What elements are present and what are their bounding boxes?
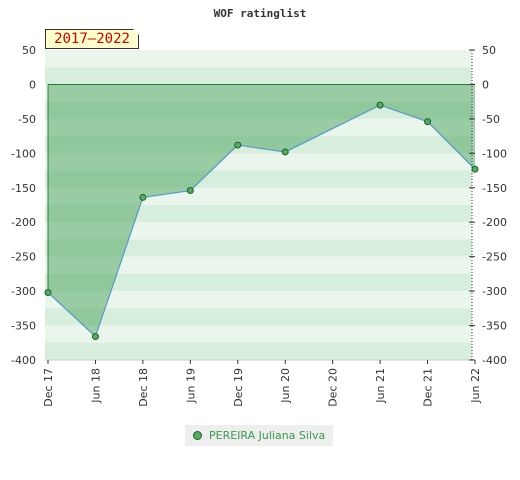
data-point (471, 165, 479, 173)
background-band (45, 50, 472, 68)
background-band (45, 342, 472, 360)
data-points (44, 101, 479, 341)
data-point (186, 187, 194, 195)
y-axis-right: 50 0 -50 -100 -150 -200 -250 -300 -350 -400 (469, 44, 507, 367)
x-tick-label: Dec 19 (232, 368, 245, 407)
period-label: 2017–2022 (54, 31, 130, 47)
y-tick-label: -350 (11, 320, 36, 333)
legend-series-name: PEREIRA Juliana Silva (209, 429, 326, 442)
data-point (139, 193, 147, 201)
y-tick-label: -50 (18, 113, 36, 126)
background-band (45, 291, 472, 309)
background-band (45, 308, 472, 326)
y-tick-label-right: -200 (482, 216, 507, 229)
x-tick-label: Jun 19 (184, 368, 197, 404)
y-tick-label: -150 (11, 182, 36, 195)
x-tick-label: Jun 20 (279, 368, 292, 404)
background-band (45, 239, 472, 257)
period-badge: 2017–2022 (45, 29, 139, 49)
y-tick-label: -200 (11, 216, 36, 229)
y-tick-label-right: -300 (482, 285, 507, 298)
y-tick-label-right: -100 (482, 147, 507, 160)
data-point (424, 118, 432, 126)
plot-frame (45, 50, 473, 361)
y-tick-label: 50 (22, 44, 36, 57)
background-band (45, 205, 472, 223)
data-point (376, 101, 384, 109)
background-band (45, 222, 472, 240)
y-tick-label-right: -50 (482, 113, 500, 126)
data-point (234, 141, 242, 149)
chart-title: WOF ratinglist (214, 7, 307, 20)
y-tick-label-right: -400 (482, 354, 507, 367)
y-tick-label: -300 (11, 285, 36, 298)
y-tick-label-right: -150 (482, 182, 507, 195)
legend[interactable]: PEREIRA Juliana Silva (185, 425, 334, 446)
background-band (45, 325, 472, 343)
y-tick-label: 0 (29, 78, 36, 91)
y-tick-label-right: 0 (482, 78, 489, 91)
y-tick-label-right: -350 (482, 320, 507, 333)
y-axis-left: 50 0 -50 -100 -150 -200 -250 -300 -350 -400 (11, 44, 36, 367)
x-tick-label: Dec 18 (137, 368, 150, 407)
y-tick-label: -250 (11, 251, 36, 264)
y-tick-label-right: 50 (482, 44, 496, 57)
x-tick-label: Dec 20 (327, 368, 340, 407)
x-tick-label: Dec 21 (422, 368, 435, 407)
x-axis: Dec 17 Jun 18 Dec 18 Jun 19 Dec 19 Jun 20 Dec … (42, 360, 482, 407)
x-tick-label: Jun 18 (89, 368, 102, 404)
data-point (91, 333, 99, 341)
data-point (281, 148, 289, 156)
area-fill (48, 84, 475, 337)
background-band (45, 273, 472, 292)
background-band (45, 256, 472, 274)
legend-marker-icon (193, 431, 202, 440)
data-point (44, 288, 52, 296)
x-tick-label: Dec 17 (42, 368, 55, 407)
x-tick-label: Jun 21 (374, 368, 387, 404)
y-tick-label: -400 (11, 354, 36, 367)
y-tick-label-right: -250 (482, 251, 507, 264)
x-tick-label: Jun 22 (469, 368, 482, 404)
background-band (45, 67, 472, 85)
y-tick-label: -100 (11, 147, 36, 160)
